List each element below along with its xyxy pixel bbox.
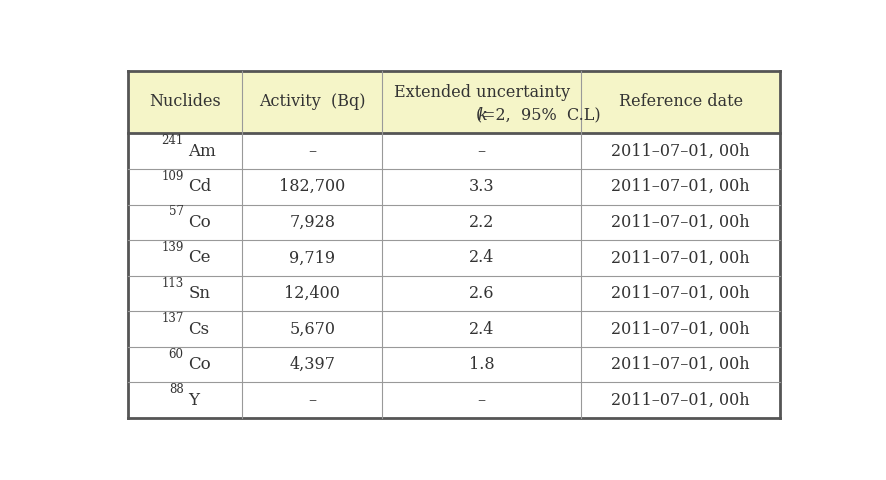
Text: 2011–07–01, 00h: 2011–07–01, 00h [611,250,750,266]
Text: 2.4: 2.4 [469,250,494,266]
Text: Cd: Cd [189,178,212,195]
Text: Am: Am [189,143,216,160]
Text: –: – [478,143,486,160]
Text: 2011–07–01, 00h: 2011–07–01, 00h [611,392,750,408]
Bar [242,71,383,133]
Text: 1.8: 1.8 [469,356,494,373]
Text: Co: Co [189,214,211,231]
Text: 2011–07–01, 00h: 2011–07–01, 00h [611,178,750,195]
Bar [128,311,781,347]
Text: 2011–07–01, 00h: 2011–07–01, 00h [611,143,750,160]
Text: Y: Y [189,392,199,408]
Bar [128,383,781,418]
Text: Ce: Ce [189,250,211,266]
Text: 137: 137 [161,312,183,325]
Text: 57: 57 [168,205,183,218]
Text: 4,397: 4,397 [289,356,335,373]
Text: 182,700: 182,700 [279,178,346,195]
Text: –: – [478,392,486,408]
Bar [581,71,781,133]
Text: 2011–07–01, 00h: 2011–07–01, 00h [611,356,750,373]
Text: Sn: Sn [189,285,211,302]
Text: 113: 113 [161,276,183,289]
Text: Activity  (Bq): Activity (Bq) [259,94,365,110]
Text: Extended uncertainty: Extended uncertainty [393,84,570,101]
Text: Cs: Cs [189,321,210,337]
Text: –: – [308,143,316,160]
Text: 9,719: 9,719 [289,250,335,266]
Text: 2011–07–01, 00h: 2011–07–01, 00h [611,285,750,302]
Text: 12,400: 12,400 [284,285,340,302]
Bar [128,240,781,276]
Text: Reference date: Reference date [618,94,742,110]
Text: 2011–07–01, 00h: 2011–07–01, 00h [611,321,750,337]
Text: 2011–07–01, 00h: 2011–07–01, 00h [611,214,750,231]
Text: 109: 109 [161,170,183,183]
Text: 139: 139 [161,241,183,254]
Bar [128,276,781,311]
Bar [128,169,781,204]
Text: –: – [308,392,316,408]
Bar [128,204,781,240]
Text: Nuclides: Nuclides [149,94,221,110]
Text: Co: Co [189,356,211,373]
Text: (: ( [476,108,482,124]
Bar [383,71,581,133]
Bar [128,71,242,133]
Bar [128,347,781,383]
Text: 7,928: 7,928 [289,214,335,231]
Text: 241: 241 [161,134,183,147]
Text: k: k [477,108,486,124]
Text: 2.6: 2.6 [469,285,494,302]
Text: 88: 88 [169,384,183,396]
Text: =2,  95%  C.L): =2, 95% C.L) [482,108,601,124]
Text: 5,670: 5,670 [289,321,335,337]
Bar [128,133,781,169]
Text: 2.2: 2.2 [469,214,494,231]
Text: 3.3: 3.3 [469,178,494,195]
Text: 2.4: 2.4 [469,321,494,337]
Text: 60: 60 [168,348,183,361]
